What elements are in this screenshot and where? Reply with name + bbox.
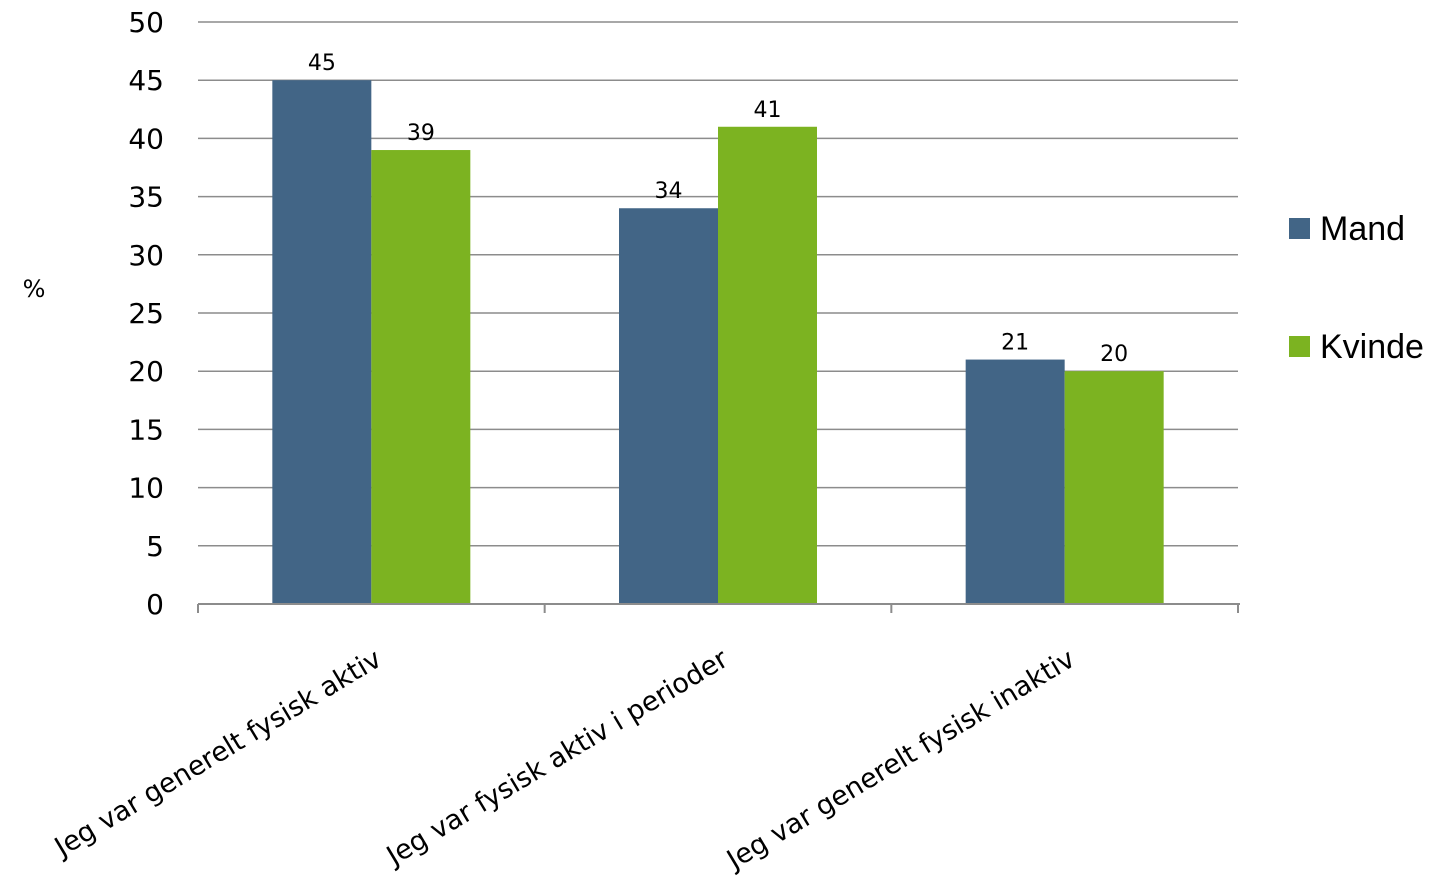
legend-swatch-kvinde <box>1289 336 1310 357</box>
y-tick-label: 50 <box>128 6 164 39</box>
y-tick-label: 40 <box>128 122 164 155</box>
bar-kvinde-2 <box>718 126 817 604</box>
data-label: 20 <box>1100 342 1128 367</box>
y-tick-labels: 0 5 10 15 20 25 30 35 40 45 50 <box>128 6 164 621</box>
y-tick-label: 10 <box>128 472 164 505</box>
data-label: 34 <box>655 179 683 204</box>
bars <box>272 80 1164 605</box>
y-tick-label: 15 <box>128 413 164 446</box>
y-tick-label: 20 <box>128 355 164 388</box>
y-tick-label: 0 <box>146 588 164 621</box>
legend: Mand Kvinde <box>1289 210 1424 366</box>
data-label: 41 <box>754 98 782 123</box>
bar-kvinde-1 <box>371 150 471 605</box>
x-category-label: Jeg var generelt fysisk aktiv <box>48 643 387 864</box>
y-tick-label: 35 <box>128 181 164 214</box>
bar-mand-2 <box>619 208 718 605</box>
y-tick-label: 30 <box>128 239 164 272</box>
y-axis-label: % <box>23 275 46 303</box>
y-tick-label: 25 <box>128 297 164 330</box>
bar-kvinde-3 <box>1064 371 1164 604</box>
axes <box>197 603 1240 613</box>
bar-mand-1 <box>272 80 372 604</box>
y-tick-label: 45 <box>128 64 164 97</box>
y-tick-label: 5 <box>146 530 164 563</box>
data-label: 45 <box>308 51 336 76</box>
x-category-label: Jeg var fysisk aktiv i perioder <box>380 643 734 873</box>
bar-mand-3 <box>965 359 1065 604</box>
data-label: 21 <box>1001 331 1029 356</box>
legend-label: Kvinde <box>1320 328 1424 366</box>
legend-label: Mand <box>1320 210 1405 248</box>
data-label: 39 <box>407 121 435 146</box>
data-labels: 45 39 34 41 21 20 <box>308 51 1128 367</box>
legend-swatch-mand <box>1289 218 1310 239</box>
x-category-label: Jeg var generelt fysisk inaktiv <box>720 643 1080 876</box>
